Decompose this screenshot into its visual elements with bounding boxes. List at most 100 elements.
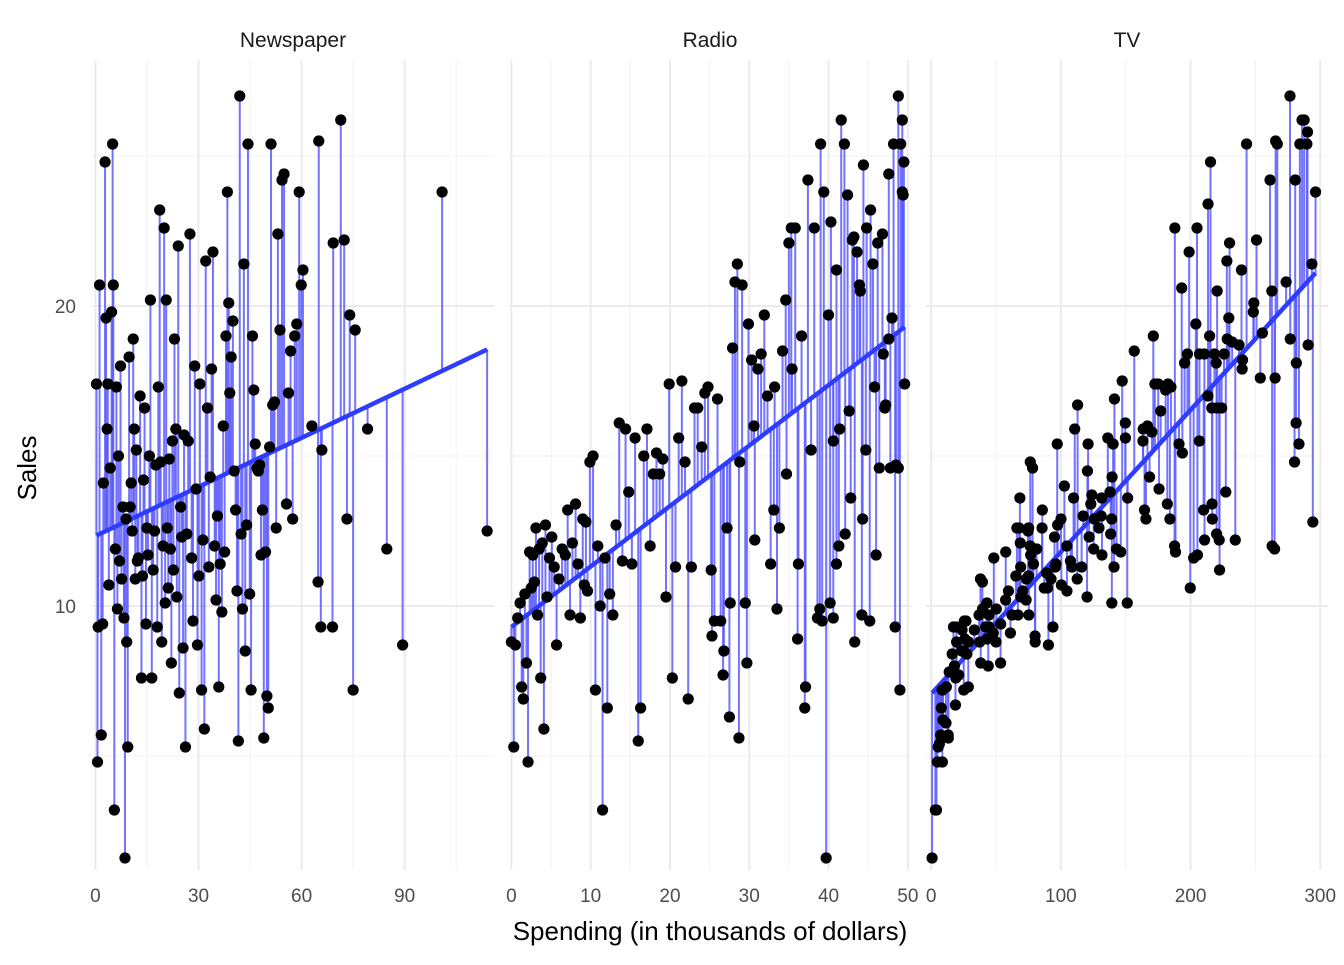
data-point — [816, 615, 828, 627]
data-point — [205, 363, 218, 375]
data-point — [673, 432, 685, 444]
data-point — [1264, 174, 1276, 186]
data-point — [210, 594, 222, 606]
data-point — [1280, 276, 1292, 288]
data-point — [1289, 174, 1301, 186]
data-point — [132, 552, 144, 564]
data-point — [1221, 255, 1233, 267]
data-point — [864, 615, 876, 627]
data-point — [335, 114, 347, 126]
data-point — [1106, 513, 1118, 525]
data-point — [110, 381, 122, 393]
data-point — [245, 684, 257, 696]
data-point — [538, 723, 550, 735]
data-point — [1169, 222, 1181, 234]
data-point — [361, 423, 374, 435]
data-point — [835, 114, 847, 126]
data-point — [1220, 486, 1232, 498]
data-point — [566, 537, 579, 549]
regression-line — [510, 325, 907, 629]
data-point — [824, 597, 836, 609]
data-point — [799, 702, 811, 714]
data-point — [293, 186, 305, 198]
data-point — [151, 621, 163, 633]
data-point — [232, 735, 244, 747]
data-point — [562, 504, 574, 516]
data-point — [776, 345, 789, 357]
data-point — [594, 600, 606, 612]
data-point — [676, 375, 688, 387]
data-point — [126, 525, 138, 537]
data-point — [163, 453, 175, 465]
data-point — [297, 264, 309, 276]
data-point — [741, 657, 753, 669]
data-point — [838, 138, 850, 150]
data-point — [1010, 570, 1022, 582]
data-point — [553, 573, 565, 585]
data-point — [995, 618, 1007, 630]
data-point — [1066, 561, 1078, 573]
data-point — [780, 468, 793, 480]
data-point — [692, 402, 704, 414]
data-point — [113, 555, 126, 567]
data-point — [125, 477, 137, 489]
data-point — [1306, 258, 1318, 270]
data-point — [209, 540, 221, 552]
data-point — [768, 504, 780, 516]
data-point — [987, 627, 999, 639]
data-point — [830, 558, 843, 570]
data-point — [682, 693, 694, 705]
data-point — [1284, 333, 1296, 345]
data-point — [815, 138, 827, 150]
data-point — [805, 444, 817, 456]
data-point — [1176, 282, 1188, 294]
data-point — [120, 513, 132, 525]
data-point — [926, 852, 938, 864]
data-point — [780, 294, 792, 306]
data-point — [1119, 432, 1132, 444]
data-point — [867, 258, 879, 270]
data-point — [860, 222, 873, 234]
data-point — [105, 306, 118, 318]
data-point — [564, 609, 576, 621]
data-point — [1138, 504, 1151, 516]
data-point — [530, 522, 542, 534]
data-point — [962, 681, 974, 693]
data-point — [641, 423, 653, 435]
data-point — [785, 222, 797, 234]
data-point — [508, 741, 520, 753]
data-point — [1014, 492, 1026, 504]
data-point — [857, 513, 869, 525]
data-point — [857, 159, 870, 171]
data-point — [1000, 546, 1012, 558]
data-point — [769, 381, 781, 393]
data-point — [326, 621, 339, 633]
data-point — [942, 732, 954, 744]
data-point — [182, 435, 194, 447]
data-point — [1106, 597, 1118, 609]
data-point — [1128, 345, 1140, 357]
data-point — [214, 558, 226, 570]
data-point — [190, 483, 202, 495]
data-point — [1184, 582, 1196, 594]
data-point — [825, 216, 837, 228]
data-point — [238, 258, 250, 270]
data-point — [114, 360, 127, 372]
data-point — [990, 603, 1002, 615]
data-point — [1086, 489, 1098, 501]
data-point — [1211, 528, 1223, 540]
data-point — [107, 138, 119, 150]
data-point — [278, 168, 290, 180]
data-point — [845, 492, 857, 504]
data-point — [327, 237, 339, 249]
data-point — [1256, 327, 1268, 339]
data-point — [734, 456, 746, 468]
data-point — [1017, 585, 1029, 597]
data-point — [685, 561, 697, 573]
data-point — [1071, 399, 1084, 411]
data-point — [982, 660, 994, 672]
data-point — [1147, 330, 1159, 342]
data-point — [626, 558, 638, 570]
data-point — [1198, 534, 1211, 546]
data-point — [666, 672, 678, 684]
